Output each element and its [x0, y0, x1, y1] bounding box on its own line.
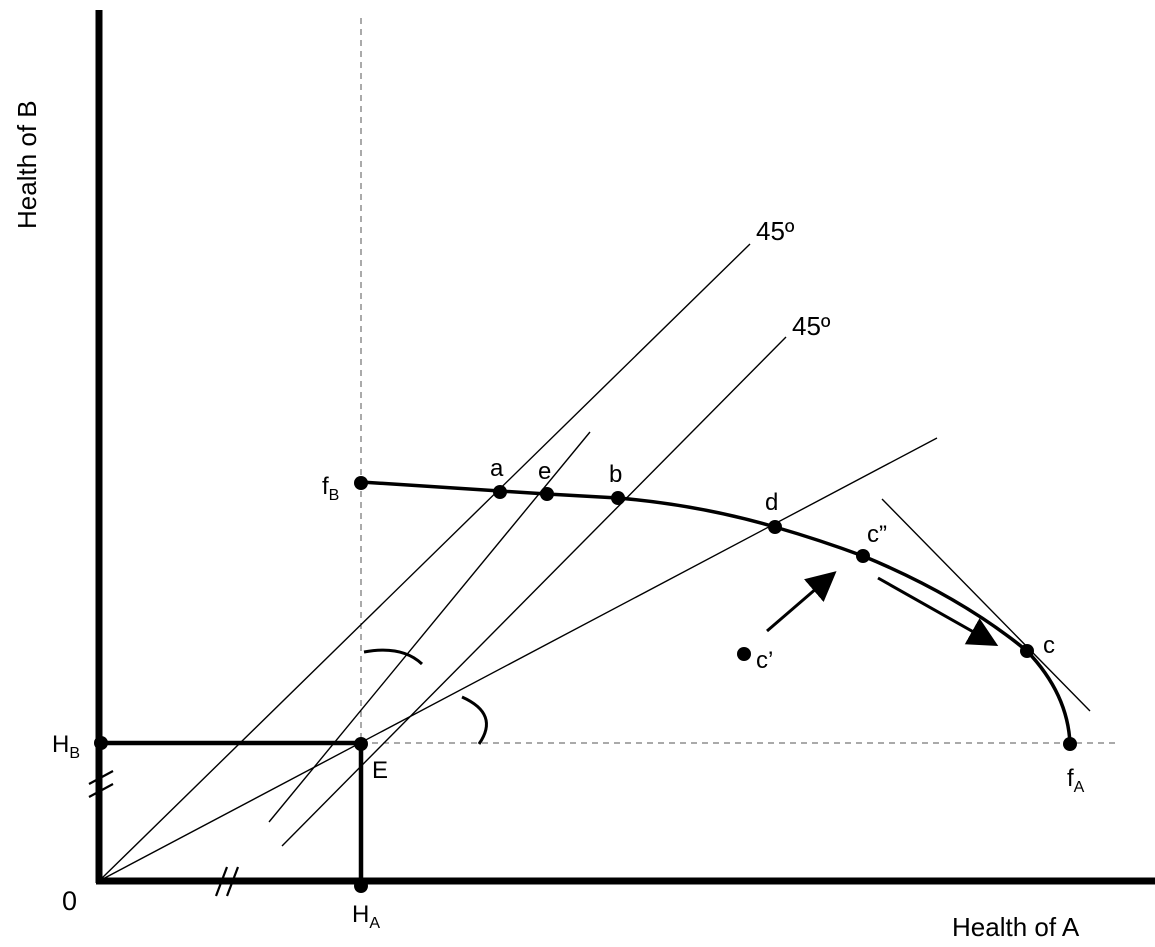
label-c-double-prime: c” [867, 521, 887, 548]
label-45-lower: 45º [792, 311, 831, 341]
point-d [768, 520, 782, 534]
point-a [493, 485, 507, 499]
origin-label: 0 [62, 886, 77, 916]
point-fA [1063, 737, 1077, 751]
point-c [1020, 644, 1034, 658]
point-c-double-prime [856, 549, 870, 563]
label-a: a [490, 455, 504, 482]
angle-arc-upper [363, 648, 424, 666]
label-fA: fA [1067, 765, 1085, 796]
label-c-prime: c’ [756, 647, 773, 674]
point-fB [354, 476, 368, 490]
label-d: d [765, 489, 778, 516]
point-HB [94, 736, 108, 750]
label-fB: fB [322, 473, 339, 504]
label-c: c [1043, 632, 1055, 659]
y-axis-break-mark [88, 770, 114, 798]
angle-arc-lower [461, 695, 488, 745]
tangent-line-c [881, 498, 1091, 712]
ray-steep-e [268, 431, 591, 823]
ray-45-lower [281, 336, 787, 847]
label-b: b [609, 461, 622, 488]
label-45-upper: 45º [756, 216, 795, 246]
x-axis-title: Health of A [952, 912, 1080, 942]
arrow-c-prime-to-c-double-prime [766, 571, 837, 633]
ray-flat-d [98, 437, 938, 882]
label-E: E [372, 757, 388, 784]
point-e [540, 487, 554, 501]
label-HB: HB [52, 731, 80, 762]
point-c-prime [737, 647, 751, 661]
x-axis-break-mark [214, 866, 240, 897]
label-HA: HA [352, 901, 380, 932]
point-b [611, 491, 625, 505]
ray-45-upper [98, 243, 751, 882]
y-axis-title: Health of B [12, 100, 42, 229]
point-E [354, 737, 368, 751]
label-e: e [538, 458, 551, 485]
point-HA [354, 879, 368, 893]
arrow-c-double-prime-to-c [877, 576, 999, 646]
